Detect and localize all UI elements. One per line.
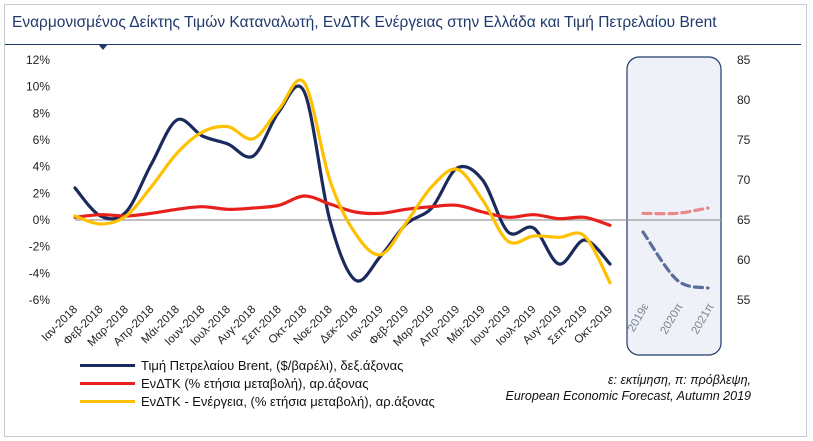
right-axis-tick-label: 70: [737, 173, 751, 187]
left-axis-tick-label: 12%: [26, 53, 50, 67]
left-axis-tick-label: 10%: [26, 80, 50, 94]
left-axis-tick-label: -4%: [29, 266, 51, 280]
legend-label-energy: ΕνΔΤΚ - Ενέργεια, (% ετήσια μεταβολή), α…: [141, 393, 435, 409]
left-axis-tick-label: -6%: [29, 293, 51, 307]
left-axis-tick-label: 8%: [33, 106, 51, 120]
left-axis-tick-label: 2%: [33, 186, 51, 200]
left-axis-tick-label: 6%: [33, 133, 51, 147]
right-axis-tick-label: 60: [737, 253, 751, 267]
left-axis-tick-label: 4%: [33, 160, 51, 174]
chart-frame: [4, 4, 807, 437]
legend-item-energy: ΕνΔΤΚ - Ενέργεια, (% ετήσια μεταβολή), α…: [80, 392, 435, 410]
legend-swatch-energy: [80, 399, 135, 403]
legend-swatch-hicp: [80, 381, 135, 385]
chart-title: Εναρμονισμένος Δείκτης Τιμών Καταναλωτή,…: [12, 14, 717, 31]
legend-swatch-brent: [80, 363, 135, 367]
right-axis-tick-label: 85: [737, 53, 751, 67]
legend-label-brent: Τιμή Πετρελαίου Brent, ($/βαρέλι), δεξ.ά…: [141, 357, 404, 373]
source-note: ε: εκτίμηση, π: πρόβλεψη, European Econo…: [505, 372, 751, 404]
brent-series-line: [73, 84, 612, 283]
legend-item-hicp: ΕνΔΤΚ (% ετήσια μεταβολή), αρ.άξονας: [80, 374, 435, 392]
left-axis-tick-label: 0%: [33, 213, 51, 227]
right-axis-tick-label: 65: [737, 213, 751, 227]
energy-series-line: [73, 78, 612, 285]
title-notch-marker: [98, 44, 108, 50]
note-line-2: European Economic Forecast, Autumn 2019: [505, 389, 751, 403]
hicp-series-forecast-line: [641, 206, 710, 216]
right-axis-tick-label: 75: [737, 133, 751, 147]
legend: Τιμή Πετρελαίου Brent, ($/βαρέλι), δεξ.ά…: [80, 356, 435, 410]
left-axis-tick-label: -2%: [29, 240, 51, 254]
legend-label-hicp: ΕνΔΤΚ (% ετήσια μεταβολή), αρ.άξονας: [141, 375, 369, 391]
note-line-1: ε: εκτίμηση, π: πρόβλεψη,: [608, 373, 751, 387]
brent-series-forecast-line: [641, 230, 710, 290]
right-axis-tick-label: 80: [737, 93, 751, 107]
title-divider: [5, 44, 801, 45]
right-axis-tick-label: 55: [737, 293, 751, 307]
legend-item-brent: Τιμή Πετρελαίου Brent, ($/βαρέλι), δεξ.ά…: [80, 356, 435, 374]
forecast-panel: [626, 56, 722, 356]
